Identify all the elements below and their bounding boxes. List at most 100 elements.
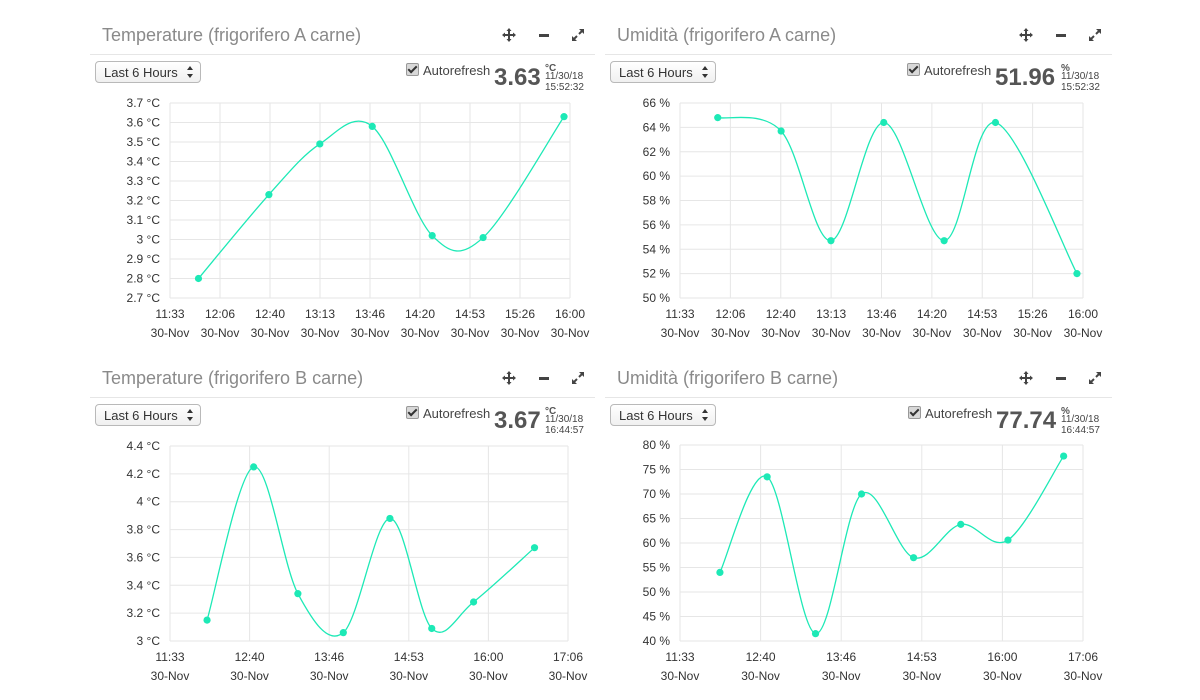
y-tick-label: 3.1 °C bbox=[127, 213, 161, 227]
x-tick-label: 17:06 bbox=[553, 650, 583, 664]
x-tick-label: 13:46 bbox=[355, 307, 385, 321]
reading-unit: °C bbox=[545, 63, 557, 74]
current-reading: 77.74 bbox=[996, 407, 1057, 434]
x-tick-label: 16:00 bbox=[1068, 307, 1098, 321]
reading-time: 15:52:32 bbox=[1061, 82, 1100, 93]
autorefresh-toggle[interactable]: Autorefresh bbox=[406, 63, 490, 78]
minimize-icon[interactable] bbox=[533, 26, 555, 46]
select-arrows-icon bbox=[187, 409, 193, 421]
move-icon[interactable] bbox=[1015, 26, 1037, 46]
x-tick-label: 12:40 bbox=[746, 650, 776, 664]
autorefresh-toggle[interactable]: Autorefresh bbox=[907, 63, 991, 78]
checkbox-checked-icon[interactable] bbox=[907, 63, 920, 76]
autorefresh-toggle[interactable]: Autorefresh bbox=[908, 406, 992, 421]
data-point bbox=[250, 463, 258, 471]
panel-tools bbox=[490, 26, 589, 51]
time-range-label: Last 6 Hours bbox=[619, 408, 693, 423]
x-tick-label: 13:46 bbox=[314, 650, 344, 664]
panel-title: Umidità (frigorifero A carne) bbox=[617, 25, 837, 45]
data-point bbox=[203, 616, 211, 624]
panel-temperature-b: Temperature (frigorifero B carne) Last 6… bbox=[90, 361, 595, 700]
data-point bbox=[294, 590, 302, 598]
x-tick-sublabel: 30-Nov bbox=[451, 326, 490, 340]
x-tick-label: 16:00 bbox=[987, 650, 1017, 664]
y-tick-label: 50 % bbox=[643, 585, 671, 599]
y-tick-label: 60 % bbox=[643, 169, 671, 183]
minimize-icon[interactable] bbox=[533, 369, 555, 389]
minimize-icon[interactable] bbox=[1050, 369, 1072, 389]
x-tick-label: 16:00 bbox=[473, 650, 503, 664]
autorefresh-label: Autorefresh bbox=[925, 406, 993, 421]
line-chart: 2.7 °C 2.8 °C 2.9 °C 3 °C 3.1 °C 3.2 °C 3.3 °C… bbox=[127, 96, 590, 340]
y-tick-label: 3.6 °C bbox=[127, 116, 161, 130]
expand-icon[interactable] bbox=[567, 26, 589, 46]
data-point bbox=[1073, 270, 1081, 278]
x-tick-sublabel: 30-Nov bbox=[822, 669, 861, 683]
data-point bbox=[469, 598, 478, 606]
x-tick-label: 12:06 bbox=[715, 307, 745, 321]
y-tick-label: 3.2 °C bbox=[127, 194, 161, 208]
y-tick-label: 55 % bbox=[643, 561, 671, 575]
x-tick-sublabel: 30-Nov bbox=[401, 326, 440, 340]
expand-icon[interactable] bbox=[567, 369, 589, 389]
reading-unit: °C bbox=[545, 406, 557, 417]
x-tick-sublabel: 30-Nov bbox=[351, 326, 390, 340]
x-tick-sublabel: 30-Nov bbox=[1013, 326, 1052, 340]
x-tick-sublabel: 30-Nov bbox=[963, 326, 1002, 340]
x-tick-label: 14:20 bbox=[917, 307, 947, 321]
time-range-select[interactable]: Last 6 Hours bbox=[95, 404, 201, 426]
reading-timestamp: 11/30/18 16:44:57 bbox=[545, 414, 584, 436]
data-point bbox=[811, 630, 820, 638]
autorefresh-toggle[interactable]: Autorefresh bbox=[406, 406, 490, 421]
y-tick-label: 3.5 °C bbox=[127, 135, 161, 149]
y-tick-label: 3.2 °C bbox=[127, 606, 161, 620]
panel-humidity-b: Umidità (frigorifero B carne) Last 6 Hou… bbox=[605, 361, 1112, 700]
panel-temperature-a: Temperature (frigorifero A carne) Last 6… bbox=[90, 18, 595, 350]
time-range-select[interactable]: Last 6 Hours bbox=[610, 61, 716, 83]
x-tick-sublabel: 30-Nov bbox=[913, 326, 952, 340]
y-tick-label: 66 % bbox=[643, 96, 671, 110]
data-point bbox=[909, 554, 918, 562]
checkbox-checked-icon[interactable] bbox=[406, 406, 419, 419]
x-tick-sublabel: 30-Nov bbox=[469, 669, 508, 683]
panel-body: Last 6 Hours Autorefresh 77.74 % 11/30/1… bbox=[605, 398, 1112, 700]
y-tick-label: 65 % bbox=[643, 512, 671, 526]
move-icon[interactable] bbox=[498, 369, 520, 389]
panel-header: Umidità (frigorifero A carne) bbox=[605, 18, 1112, 55]
x-tick-sublabel: 30-Nov bbox=[201, 326, 240, 340]
data-point bbox=[716, 568, 724, 576]
minimize-icon[interactable] bbox=[1050, 26, 1072, 46]
y-tick-label: 45 % bbox=[643, 610, 671, 624]
expand-icon[interactable] bbox=[1084, 26, 1106, 46]
x-tick-sublabel: 30-Nov bbox=[151, 669, 190, 683]
x-tick-sublabel: 30-Nov bbox=[551, 326, 590, 340]
data-point bbox=[530, 544, 539, 552]
checkbox-checked-icon[interactable] bbox=[908, 406, 921, 419]
panel-header: Temperature (frigorifero A carne) bbox=[90, 18, 595, 55]
x-tick-sublabel: 30-Nov bbox=[812, 326, 851, 340]
time-range-select[interactable]: Last 6 Hours bbox=[610, 404, 716, 426]
series-line bbox=[197, 116, 565, 279]
data-point bbox=[763, 473, 771, 481]
panel-tools bbox=[1007, 369, 1106, 394]
series-line bbox=[719, 455, 1065, 635]
autorefresh-label: Autorefresh bbox=[924, 63, 992, 78]
move-icon[interactable] bbox=[1015, 369, 1037, 389]
checkbox-checked-icon[interactable] bbox=[406, 63, 419, 76]
x-tick-label: 12:06 bbox=[205, 307, 235, 321]
expand-icon[interactable] bbox=[1084, 369, 1106, 389]
x-tick-sublabel: 30-Nov bbox=[501, 326, 540, 340]
data-point bbox=[316, 140, 324, 148]
data-point bbox=[428, 232, 436, 240]
reading-unit: % bbox=[1061, 63, 1070, 74]
y-tick-label: 4.2 °C bbox=[127, 467, 161, 481]
y-tick-label: 75 % bbox=[643, 463, 671, 477]
data-point bbox=[957, 520, 965, 528]
y-tick-label: 70 % bbox=[643, 487, 671, 501]
data-point bbox=[339, 629, 347, 637]
x-tick-label: 12:40 bbox=[766, 307, 796, 321]
time-range-select[interactable]: Last 6 Hours bbox=[95, 61, 201, 83]
reading-time: 16:44:57 bbox=[1061, 425, 1100, 436]
move-icon[interactable] bbox=[498, 26, 520, 46]
data-point bbox=[777, 127, 785, 135]
